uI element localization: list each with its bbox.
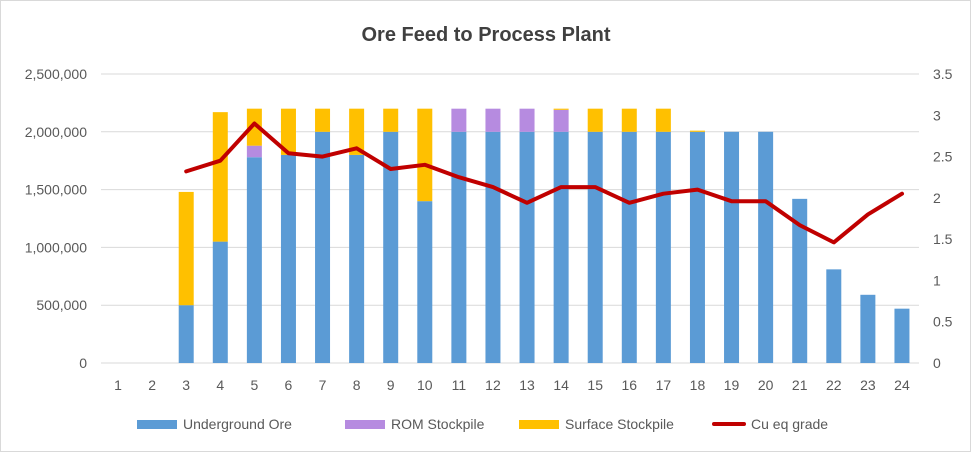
bar-underground-ore xyxy=(724,131,740,363)
y-left-tick-label: 1,500,000 xyxy=(25,182,87,198)
bar-surface-stockpile xyxy=(178,191,194,306)
bar-underground-ore xyxy=(587,131,603,363)
y-left-tick-label: 2,500,000 xyxy=(25,66,87,82)
x-tick-label: 14 xyxy=(553,377,569,393)
y-right-tick-label: 2 xyxy=(933,190,941,206)
x-tick-label: 23 xyxy=(860,377,876,393)
x-tick-label: 5 xyxy=(250,377,258,393)
bar-underground-ore xyxy=(315,131,331,363)
x-tick-label: 8 xyxy=(353,377,361,393)
y-right-tick-label: 2.5 xyxy=(933,149,953,165)
bar-underground-ore xyxy=(655,131,671,363)
legend-label: Surface Stockpile xyxy=(565,416,674,432)
bar-underground-ore xyxy=(246,157,262,363)
y-right-tick-label: 0 xyxy=(933,355,941,371)
bar-rom-stockpile xyxy=(553,109,569,132)
x-tick-label: 22 xyxy=(826,377,842,393)
left-axis-ticks: 0 500,000 1,000,000 1,500,000 2,000,000 2,500… xyxy=(25,66,88,371)
right-axis-ticks: 0 0.5 1 1.5 2 2.5 3 3.5 xyxy=(933,66,953,371)
bar-surface-stockpile xyxy=(246,108,262,146)
y-right-tick-label: 3 xyxy=(933,107,941,123)
legend-label: ROM Stockpile xyxy=(391,416,485,432)
y-left-tick-label: 0 xyxy=(79,355,87,371)
bar-rom-stockpile xyxy=(246,145,262,158)
bar-underground-ore xyxy=(894,308,910,363)
bar-underground-ore xyxy=(621,131,637,363)
bar-rom-stockpile xyxy=(451,108,467,132)
bar-surface-stockpile xyxy=(621,108,637,132)
bar-underground-ore xyxy=(349,154,365,363)
x-tick-label: 11 xyxy=(452,377,467,393)
y-left-tick-label: 500,000 xyxy=(36,297,87,313)
grade-line xyxy=(184,121,904,245)
bar-underground-ore xyxy=(553,131,569,363)
bar-underground-ore xyxy=(860,294,876,363)
chart-title: Ore Feed to Process Plant xyxy=(362,24,611,46)
x-tick-label: 6 xyxy=(285,377,293,393)
bar-underground-ore xyxy=(383,131,399,363)
y-right-tick-label: 0.5 xyxy=(933,314,953,330)
bar-underground-ore xyxy=(280,154,296,363)
y-left-tick-label: 1,000,000 xyxy=(25,239,87,255)
legend-swatch xyxy=(137,420,177,429)
gridlines xyxy=(101,73,919,364)
bar-surface-stockpile xyxy=(655,108,671,132)
bar-surface-stockpile xyxy=(349,108,365,155)
bar-surface-stockpile xyxy=(553,108,569,110)
bar-underground-ore xyxy=(758,131,774,363)
bar-underground-ore xyxy=(792,198,808,363)
x-tick-label: 19 xyxy=(724,377,740,393)
line-cu-eq-grade xyxy=(184,121,904,245)
x-tick-label: 10 xyxy=(417,377,433,393)
bar-underground-ore xyxy=(689,131,705,363)
x-tick-label: 18 xyxy=(690,377,706,393)
bar-rom-stockpile xyxy=(485,108,501,132)
bar-surface-stockpile xyxy=(689,130,705,132)
bar-underground-ore xyxy=(485,131,501,363)
bar-rom-stockpile xyxy=(519,108,535,132)
y-left-tick-label: 2,000,000 xyxy=(25,124,87,140)
legend-label: Cu eq grade xyxy=(751,416,828,432)
x-tick-label: 15 xyxy=(587,377,603,393)
bar-underground-ore xyxy=(178,305,194,363)
bars xyxy=(178,108,910,363)
legend-swatch xyxy=(345,420,385,429)
bar-surface-stockpile xyxy=(280,108,296,155)
x-tick-label: 21 xyxy=(792,377,808,393)
legend-label: Underground Ore xyxy=(183,416,292,432)
x-tick-label: 7 xyxy=(319,377,327,393)
x-tick-label: 12 xyxy=(485,377,501,393)
x-tick-label: 1 xyxy=(114,377,122,393)
x-tick-label: 2 xyxy=(148,377,156,393)
x-tick-label: 24 xyxy=(894,377,910,393)
legend: Underground Ore ROM Stockpile Surface Stoc… xyxy=(137,416,828,432)
x-tick-label: 3 xyxy=(182,377,190,393)
bar-surface-stockpile xyxy=(383,108,399,132)
bar-underground-ore xyxy=(451,131,467,363)
bar-underground-ore xyxy=(826,269,842,363)
bar-surface-stockpile xyxy=(587,108,603,132)
bar-surface-stockpile xyxy=(417,108,433,202)
x-tick-label: 9 xyxy=(387,377,395,393)
bar-underground-ore xyxy=(212,241,228,363)
legend-swatch xyxy=(519,420,559,429)
x-tick-label: 4 xyxy=(216,377,224,393)
y-right-tick-label: 1 xyxy=(933,272,941,288)
x-tick-label: 13 xyxy=(519,377,535,393)
x-tick-label: 17 xyxy=(656,377,672,393)
bar-surface-stockpile xyxy=(212,112,228,242)
x-tick-label: 16 xyxy=(622,377,638,393)
y-right-tick-label: 1.5 xyxy=(933,231,953,247)
x-axis-ticks: 1 2 3 4 5 6 7 8 9 10 11 12 13 14 15 16 17 18 19 20 21 22 23 24 xyxy=(114,377,910,393)
bar-underground-ore xyxy=(417,201,433,363)
x-tick-label: 20 xyxy=(758,377,774,393)
y-right-tick-label: 3.5 xyxy=(933,66,953,82)
bar-surface-stockpile xyxy=(315,108,331,132)
bar-underground-ore xyxy=(519,131,535,363)
